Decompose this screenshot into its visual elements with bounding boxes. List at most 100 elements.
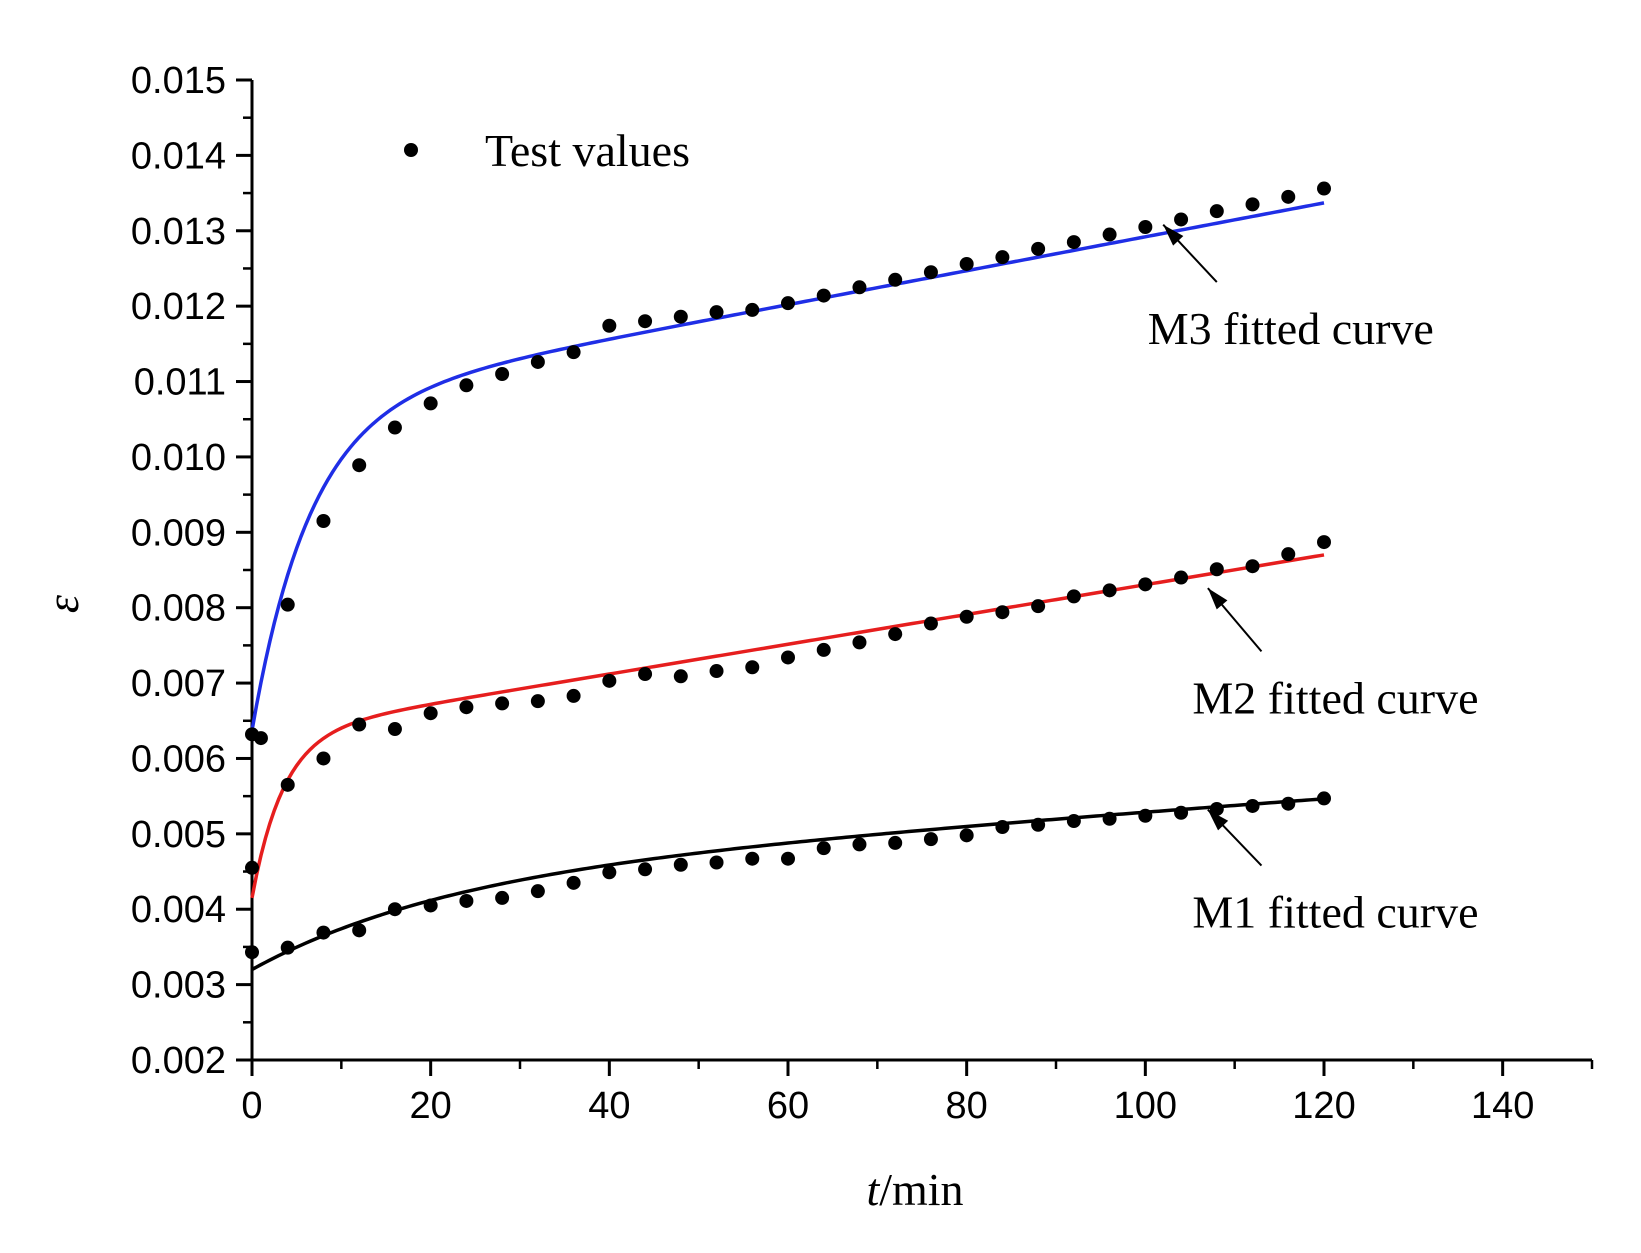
y-tick-label: 0.010 bbox=[131, 437, 226, 479]
curve-label-m2: M2 fitted curve bbox=[1192, 672, 1478, 723]
fitted-curve-m2 bbox=[250, 553, 1325, 899]
test-point-m1 bbox=[1174, 805, 1189, 820]
test-point-m3 bbox=[888, 272, 903, 287]
test-point-m3 bbox=[423, 396, 438, 411]
test-point-m2 bbox=[316, 751, 331, 766]
test-point-m3 bbox=[1102, 227, 1117, 242]
y-tick-label: 0.002 bbox=[131, 1040, 226, 1082]
y-tick-label: 0.007 bbox=[131, 663, 226, 705]
test-point-m1 bbox=[495, 890, 510, 905]
test-point-m1 bbox=[245, 945, 259, 960]
y-tick-label: 0.008 bbox=[131, 588, 226, 630]
test-point-m1 bbox=[745, 851, 760, 866]
test-point-m1 bbox=[1317, 791, 1331, 806]
x-tick-label: 60 bbox=[767, 1085, 809, 1127]
test-point-m1 bbox=[1281, 796, 1296, 811]
test-point-m3 bbox=[1066, 235, 1081, 250]
test-point-m2 bbox=[530, 694, 545, 709]
curve-label-m1: M1 fitted curve bbox=[1192, 887, 1478, 938]
test-point-m3 bbox=[1317, 181, 1331, 196]
test-point-m1 bbox=[1138, 808, 1153, 823]
y-tick-label: 0.009 bbox=[131, 512, 226, 554]
test-point-m2 bbox=[459, 700, 474, 715]
test-point-m1 bbox=[959, 828, 974, 843]
test-point-m1 bbox=[673, 857, 688, 872]
test-point-m1 bbox=[1031, 817, 1046, 832]
test-point-m2 bbox=[1245, 559, 1260, 574]
test-point-m2 bbox=[1317, 535, 1331, 550]
y-tick-label: 0.014 bbox=[131, 135, 226, 177]
test-point-m1 bbox=[1245, 798, 1260, 813]
test-point-m2 bbox=[1102, 583, 1117, 598]
test-point-m2 bbox=[888, 627, 903, 642]
y-tick-label: 0.012 bbox=[131, 286, 226, 328]
test-point-m1 bbox=[638, 862, 653, 877]
x-tick-label: 100 bbox=[1114, 1085, 1177, 1127]
test-point-m2 bbox=[1066, 589, 1081, 604]
test-point-m2 bbox=[602, 673, 617, 688]
x-tick-label: 0 bbox=[241, 1085, 262, 1127]
test-point-m1 bbox=[530, 884, 545, 899]
test-point-m3 bbox=[781, 296, 795, 311]
y-tick-label: 0.011 bbox=[134, 362, 226, 404]
x-axis-label-var: t bbox=[866, 1164, 880, 1215]
annotations-group: M3 fitted curve M2 fitted curve M1 fitted … bbox=[1148, 224, 1479, 938]
arrow-head-m3 bbox=[1163, 224, 1184, 246]
test-point-m3 bbox=[923, 265, 938, 280]
test-point-m1 bbox=[923, 832, 938, 847]
test-point-m3 bbox=[1245, 197, 1260, 212]
test-point-m1 bbox=[852, 837, 867, 852]
test-point-m3 bbox=[745, 302, 760, 317]
test-point-m3 bbox=[816, 288, 831, 303]
test-point-m3 bbox=[602, 318, 617, 333]
test-point-m3 bbox=[959, 256, 974, 271]
y-tick-label: 0.004 bbox=[131, 889, 226, 931]
test-point-m2 bbox=[495, 696, 510, 711]
legend-label: Test values bbox=[485, 125, 690, 176]
test-point-m3 bbox=[638, 314, 653, 329]
test-point-m2 bbox=[566, 688, 581, 703]
test-point-m2 bbox=[709, 664, 724, 679]
x-tick-label: 140 bbox=[1471, 1085, 1534, 1127]
test-point-m2 bbox=[1138, 577, 1153, 592]
test-point-m1 bbox=[1102, 811, 1117, 826]
y-tick-label: 0.003 bbox=[131, 965, 226, 1007]
test-point-m1 bbox=[566, 875, 581, 890]
legend-marker bbox=[404, 143, 418, 157]
test-point-m2 bbox=[995, 605, 1010, 620]
test-point-m1 bbox=[316, 925, 331, 940]
test-point-m3 bbox=[387, 420, 402, 435]
y-tick-label: 0.013 bbox=[131, 211, 226, 253]
y-axis-label: ε bbox=[37, 594, 88, 613]
arrow-head-m2 bbox=[1207, 588, 1228, 610]
test-point-m3 bbox=[1138, 220, 1153, 234]
test-point-m2 bbox=[673, 669, 688, 684]
x-axis-label: t/min bbox=[866, 1164, 963, 1215]
test-values-group bbox=[245, 181, 1331, 960]
test-point-m2 bbox=[387, 722, 402, 737]
test-point-m3 bbox=[995, 250, 1010, 265]
test-point-m3 bbox=[459, 378, 474, 393]
test-point-m2 bbox=[280, 777, 295, 792]
test-point-m3 bbox=[352, 458, 367, 473]
test-point-m3 bbox=[280, 597, 295, 612]
test-point-m1 bbox=[709, 855, 724, 870]
test-point-m3 bbox=[1209, 204, 1224, 219]
x-axis-label-unit: /min bbox=[879, 1164, 963, 1215]
test-point-m3 bbox=[530, 354, 545, 369]
test-point-m1 bbox=[781, 851, 795, 866]
test-point-m1 bbox=[888, 835, 903, 850]
test-point-m1 bbox=[1209, 801, 1224, 816]
test-point-m3 bbox=[852, 280, 867, 295]
test-point-m3 bbox=[566, 345, 581, 360]
test-point-m1 bbox=[423, 898, 438, 913]
x-tick-label: 120 bbox=[1292, 1085, 1355, 1127]
test-point-m1 bbox=[1066, 814, 1081, 829]
test-point-m3 bbox=[709, 305, 724, 320]
y-tick-label: 0.006 bbox=[131, 738, 226, 780]
test-point-m2 bbox=[245, 860, 259, 875]
test-point-m2 bbox=[1031, 599, 1046, 614]
test-point-m1 bbox=[459, 893, 474, 908]
test-point-m1 bbox=[995, 820, 1010, 835]
test-point-m2 bbox=[1209, 562, 1224, 577]
